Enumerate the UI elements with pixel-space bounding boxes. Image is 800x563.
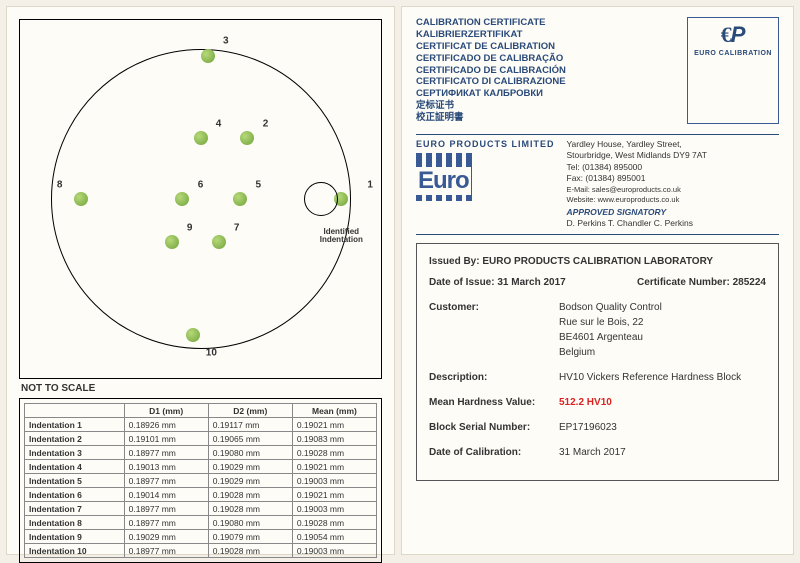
indentation-label-7: 7: [234, 222, 240, 233]
indentation-label-2: 2: [263, 118, 269, 129]
logo-p: P: [731, 22, 746, 47]
indentation-5: [233, 192, 247, 206]
customer-line: Rue sur le Bois, 22: [559, 315, 662, 330]
description-value: HV10 Vickers Reference Hardness Block: [559, 370, 741, 385]
measurements-table: D1 (mm)D2 (mm)Mean (mm) Indentation 10.1…: [24, 403, 377, 558]
euro-wordmark-text: Euro: [416, 167, 471, 195]
table-row: Indentation 40.19013 mm0.19029 mm0.19021…: [25, 460, 377, 474]
indentation-label-8: 8: [57, 179, 63, 190]
identified-label: Identified Indentation: [302, 228, 381, 246]
addr-line1: Yardley House, Yardley Street,: [567, 139, 707, 150]
identified-ring: [304, 182, 338, 216]
cert-title-line: CERTIFICADO DE CALIBRACIÓN: [416, 65, 566, 77]
date-issue-label: Date of Issue:: [429, 277, 495, 288]
approved-signatory-label: APPROVED SIGNATORY: [567, 207, 707, 218]
table-row: Indentation 70.18977 mm0.19028 mm0.19003…: [25, 502, 377, 516]
cert-title-line: CALIBRATION CERTIFICATE: [416, 17, 566, 29]
customer-line: Bodson Quality Control: [559, 300, 662, 315]
indentation-10: [186, 328, 200, 342]
company-address: Yardley House, Yardley Street, Stourbrid…: [567, 139, 707, 230]
indentation-7: [212, 235, 226, 249]
table-header: D1 (mm): [124, 404, 208, 418]
company-band: EURO PRODUCTS LIMITED Euro Yardley House…: [416, 134, 779, 235]
indentation-label-1: 1: [367, 179, 373, 190]
indentation-3: [201, 49, 215, 63]
cal-date-value: 31 March 2017: [559, 445, 626, 460]
mean-hardness-value: 512.2 HV10: [559, 395, 612, 410]
table-row: Indentation 50.18977 mm0.19029 mm0.19003…: [25, 474, 377, 488]
indentation-6: [175, 192, 189, 206]
addr-email: E-Mail: sales@europroducts.co.uk: [567, 185, 707, 195]
multilingual-titles: CALIBRATION CERTIFICATEKALIBRIERZERTIFIK…: [416, 17, 566, 124]
serial-value: EP17196023: [559, 420, 617, 435]
addr-fax: Fax: (01384) 895001: [567, 173, 707, 184]
table-header: D2 (mm): [208, 404, 292, 418]
indentation-diagram: 1 2 3 4 5 6 7 8 9 10 Identified Indentation: [19, 19, 382, 379]
euro-wordmark: Euro: [416, 153, 526, 201]
not-to-scale-label: NOT TO SCALE: [21, 383, 382, 394]
measurements-table-frame: D1 (mm)D2 (mm)Mean (mm) Indentation 10.1…: [19, 398, 382, 563]
indentation-4: [194, 131, 208, 145]
serial-label: Block Serial Number:: [429, 420, 559, 435]
table-row: Indentation 80.18977 mm0.19080 mm0.19028…: [25, 516, 377, 530]
cert-title-line: CERTIFICADO DE CALIBRAÇÃO: [416, 53, 566, 65]
mean-hardness-label: Mean Hardness Value:: [429, 395, 559, 410]
issued-by-label: Issued By:: [429, 254, 480, 269]
cert-title-line: KALIBRIERZERTIFIKAT: [416, 29, 566, 41]
customer-line: Belgium: [559, 345, 662, 360]
customer-line: BE4601 Argenteau: [559, 330, 662, 345]
cert-title-line: CERTIFICATO DI CALIBRAZIONE: [416, 76, 566, 88]
table-header: [25, 404, 125, 418]
euro-calibration-logo: €P EURO CALIBRATION: [687, 17, 779, 124]
issued-by-value: EURO PRODUCTS CALIBRATION LABORATORY: [482, 254, 713, 269]
date-issue-value: 31 March 2017: [497, 277, 565, 288]
indentation-label-5: 5: [255, 179, 261, 190]
indentation-8: [74, 192, 88, 206]
right-page: CALIBRATION CERTIFICATEKALIBRIERZERTIFIK…: [401, 6, 794, 555]
indentation-label-10: 10: [206, 347, 217, 358]
addr-line2: Stourbridge, West Midlands DY9 7AT: [567, 150, 707, 161]
cert-no-label: Certificate Number:: [637, 277, 730, 288]
cert-title-line: 校正証明書: [416, 112, 566, 124]
left-page: 1 2 3 4 5 6 7 8 9 10 Identified Indentation NOT T…: [6, 6, 395, 555]
indentation-2: [240, 131, 254, 145]
indentation-9: [165, 235, 179, 249]
table-row: Indentation 30.18977 mm0.19080 mm0.19028…: [25, 446, 377, 460]
cert-title-line: 定标证书: [416, 100, 566, 112]
cert-no-value: 285224: [733, 277, 766, 288]
addr-web: Website: www.europroducts.co.uk: [567, 195, 707, 205]
company-name: EURO PRODUCTS LIMITED: [416, 139, 555, 149]
table-row: Indentation 100.18977 mm0.19028 mm0.1900…: [25, 544, 377, 558]
table-row: Indentation 10.18926 mm0.19117 mm0.19021…: [25, 418, 377, 432]
table-row: Indentation 90.19029 mm0.19079 mm0.19054…: [25, 530, 377, 544]
logo-euro-symbol: €: [721, 22, 731, 47]
table-row: Indentation 20.19101 mm0.19065 mm0.19083…: [25, 432, 377, 446]
cal-date-label: Date of Calibration:: [429, 445, 559, 460]
table-header: Mean (mm): [292, 404, 376, 418]
signatories: D. Perkins T. Chandler C. Perkins: [567, 218, 707, 229]
certificate-details: Issued By: EURO PRODUCTS CALIBRATION LAB…: [416, 243, 779, 481]
description-label: Description:: [429, 370, 559, 385]
indentation-label-4: 4: [216, 118, 222, 129]
indentation-label-9: 9: [187, 222, 193, 233]
logo-subtitle: EURO CALIBRATION: [694, 50, 772, 57]
customer-value: Bodson Quality ControlRue sur le Bois, 2…: [559, 300, 662, 360]
addr-tel: Tel: (01384) 895000: [567, 162, 707, 173]
certificate-header: CALIBRATION CERTIFICATEKALIBRIERZERTIFIK…: [416, 17, 779, 130]
cert-title-line: CERTIFICAT DE CALIBRATION: [416, 41, 566, 53]
table-row: Indentation 60.19014 mm0.19028 mm0.19021…: [25, 488, 377, 502]
indentation-label-6: 6: [198, 179, 204, 190]
customer-label: Customer:: [429, 300, 559, 360]
cert-title-line: СЕРТИФИКАТ КАЛБРОВКИ: [416, 88, 566, 100]
indentation-label-3: 3: [223, 36, 229, 47]
